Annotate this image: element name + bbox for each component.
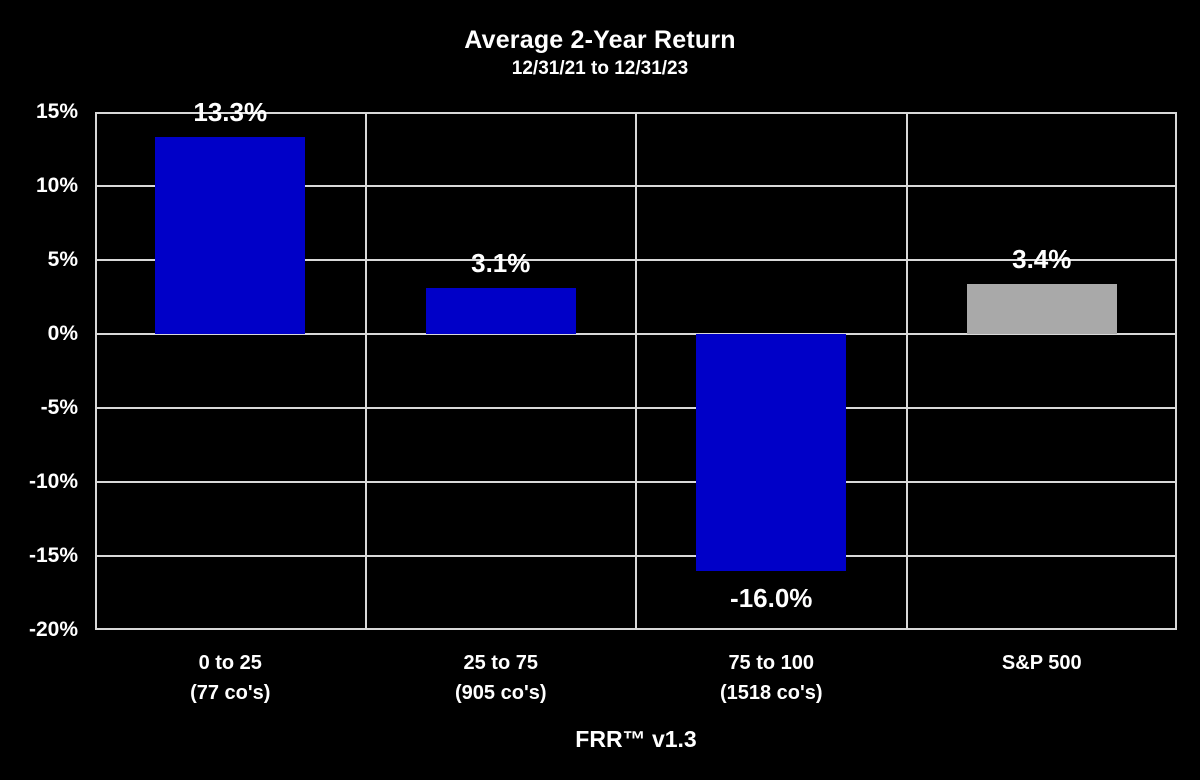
- y-axis-tick-label: -15%: [28, 544, 78, 567]
- x-category-label: S&P 500: [907, 648, 1178, 678]
- x-category-label: 0 to 25 (77 co's): [95, 648, 366, 708]
- y-axis-tick-label: -5%: [40, 396, 78, 419]
- y-axis-tick-label: 5%: [47, 248, 78, 271]
- y-axis-tick-label: 10%: [35, 174, 78, 197]
- bar-0-to-25: [155, 137, 306, 334]
- y-axis-tick-label: 15%: [35, 100, 78, 123]
- x-category-label: 25 to 75 (905 co's): [366, 648, 637, 708]
- bar-75-to-100: [696, 334, 847, 571]
- y-axis-tick-label: 0%: [47, 322, 78, 345]
- x-axis-title: FRR™ v1.3: [575, 726, 697, 752]
- category-count: (905 co's): [455, 682, 547, 704]
- chart-title: Average 2-Year Return: [464, 26, 736, 54]
- category-name: 75 to 100: [728, 652, 815, 674]
- gridline-vertical: [364, 114, 367, 628]
- bar-s-p-500: [966, 283, 1117, 334]
- bar-value-label: 13.3%: [193, 97, 268, 128]
- y-axis-tick-label: -20%: [28, 618, 78, 641]
- bar-25-to-75: [425, 288, 576, 334]
- category-name: S&P 500: [1001, 652, 1082, 674]
- bar-value-label: -16.0%: [730, 582, 813, 613]
- category-count: (77 co's): [190, 682, 271, 704]
- plot-area: [95, 112, 1177, 630]
- chart-subtitle: 12/31/21 to 12/31/23: [511, 58, 689, 79]
- bar-value-label: 3.4%: [1012, 243, 1072, 274]
- category-name: 25 to 75: [463, 652, 538, 674]
- x-category-label: 75 to 100 (1518 co's): [636, 648, 907, 708]
- gridline-vertical: [905, 114, 908, 628]
- category-name: 0 to 25: [198, 652, 262, 674]
- y-axis-tick-label: -10%: [28, 470, 78, 493]
- category-count: (1518 co's): [719, 682, 823, 704]
- gridline-vertical: [635, 114, 637, 628]
- bar-value-label: 3.1%: [471, 248, 531, 279]
